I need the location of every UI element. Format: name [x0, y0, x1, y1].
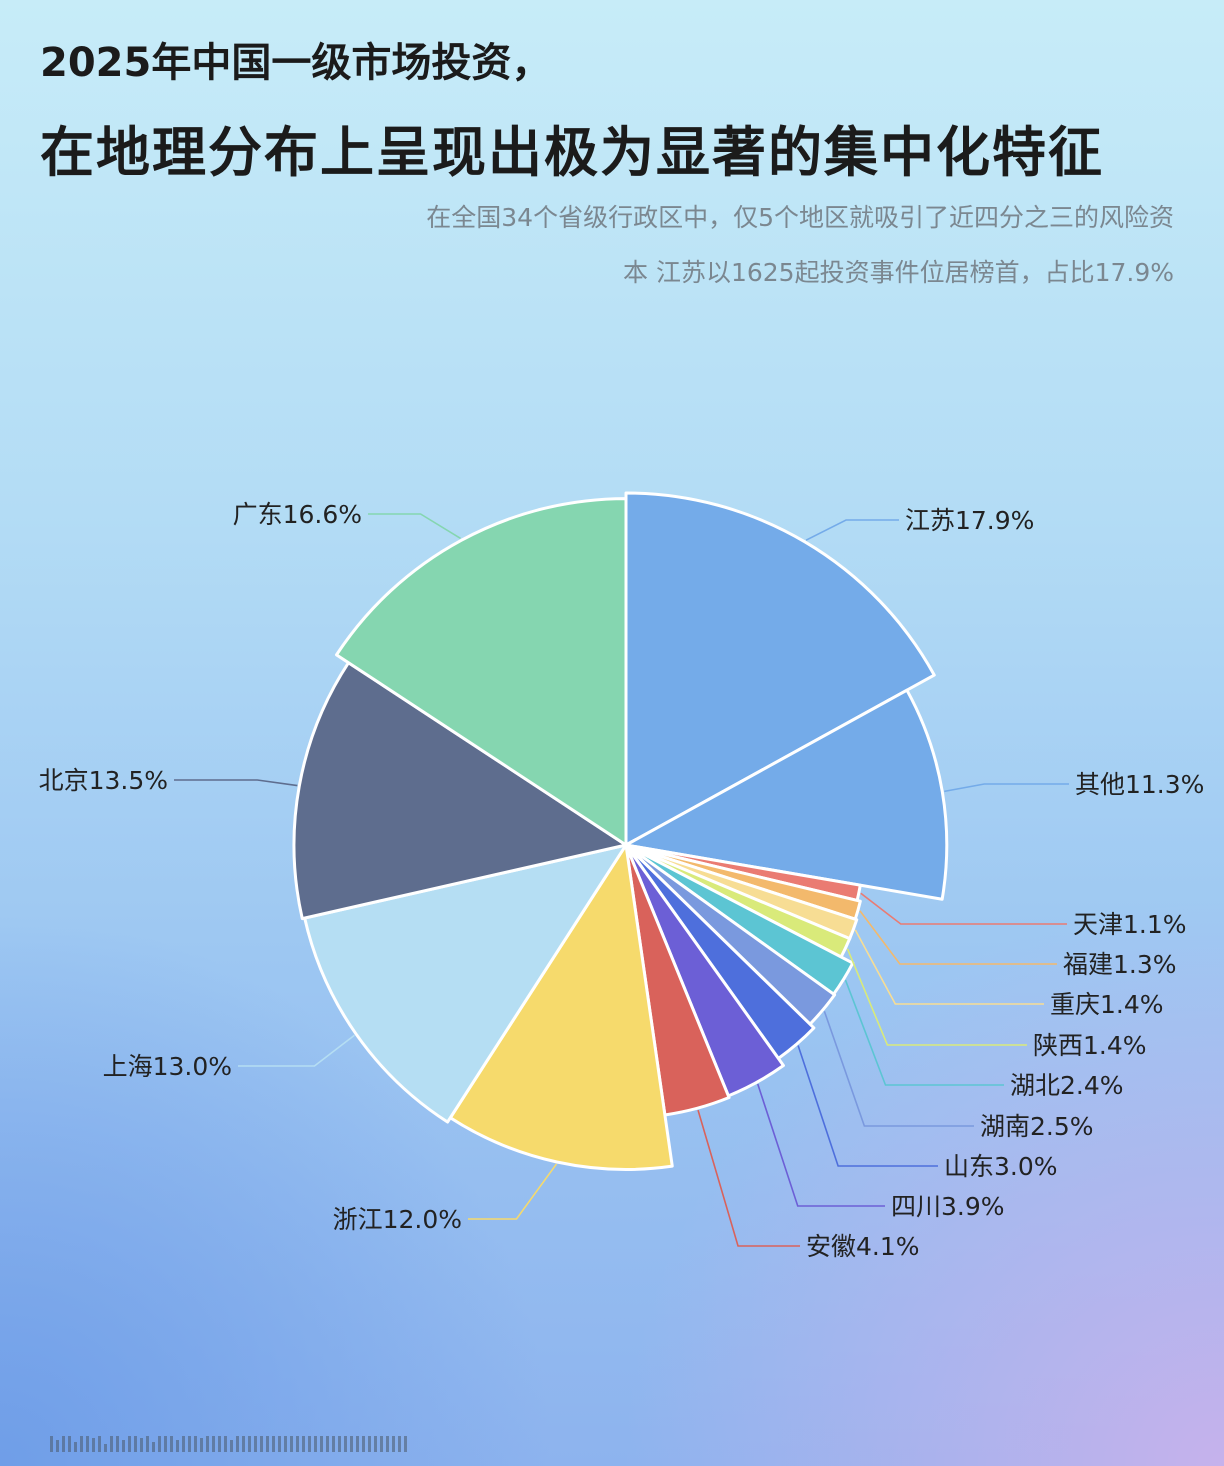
leader-line-北京	[174, 779, 298, 787]
leader-line-陕西	[846, 948, 1027, 1046]
pie-slice-江苏	[624, 491, 936, 847]
leader-line-其他	[944, 783, 1069, 793]
pie-labels: 江苏17.9% 其他11.3% 天津1.1% 福建1.3% 重庆1.4% 陕西1.4% 湖北…	[39, 500, 1205, 1261]
data-label-湖北: 湖北2.4%	[1010, 1071, 1124, 1100]
data-label-浙江: 浙江12.0%	[333, 1205, 462, 1234]
data-label-安徽: 安徽4.1%	[806, 1232, 920, 1261]
data-label-北京: 北京13.5%	[39, 766, 168, 795]
leader-line-浙江	[468, 1163, 558, 1220]
pie-slice-上海	[303, 843, 628, 1124]
data-label-山东: 山东3.0%	[944, 1152, 1058, 1181]
leader-line-福建	[859, 910, 1057, 965]
data-label-江苏: 江苏17.9%	[905, 506, 1034, 535]
page-title-line1: 2025年中国一级市场投资，	[40, 40, 552, 86]
pie-slice-北京	[292, 661, 628, 921]
pie-slice-其他	[624, 688, 949, 901]
leader-line-四川	[756, 1083, 885, 1207]
data-label-福建: 福建1.3%	[1063, 950, 1177, 979]
leader-line-重庆	[854, 929, 1044, 1005]
subtitle-line1: 在全国34个省级行政区中，仅5个地区就吸引了近四分之三的风险资	[426, 203, 1174, 232]
leader-line-湖南	[823, 1010, 974, 1127]
data-label-湖南: 湖南2.5%	[980, 1112, 1094, 1141]
data-label-天津: 天津1.1%	[1073, 910, 1187, 939]
pie-slices	[292, 491, 949, 1171]
data-label-其他: 其他11.3%	[1075, 770, 1204, 799]
subtitle-line2: 本 江苏以1625起投资事件位居榜首，占比17.9%	[623, 258, 1174, 287]
pie-slice-广东	[335, 497, 628, 847]
leader-line-江苏	[805, 519, 899, 541]
leader-line-广东	[368, 513, 461, 540]
data-label-四川: 四川3.9%	[891, 1192, 1005, 1221]
data-label-陕西: 陕西1.4%	[1033, 1031, 1147, 1060]
data-label-重庆: 重庆1.4%	[1050, 990, 1164, 1019]
pie-slice-浙江	[448, 843, 674, 1171]
data-label-上海: 上海13.0%	[103, 1052, 232, 1081]
watermark-barcode	[50, 1436, 407, 1452]
leader-line-上海	[238, 1034, 355, 1067]
leader-line-山东	[797, 1045, 938, 1167]
leader-line-安徽	[697, 1109, 800, 1247]
data-label-广东: 广东16.6%	[233, 500, 362, 529]
leader-line-天津	[860, 892, 1067, 925]
page-title-line2: 在地理分布上呈现出极为显著的集中化特征	[40, 121, 1104, 184]
leader-line-湖北	[844, 979, 1004, 1086]
